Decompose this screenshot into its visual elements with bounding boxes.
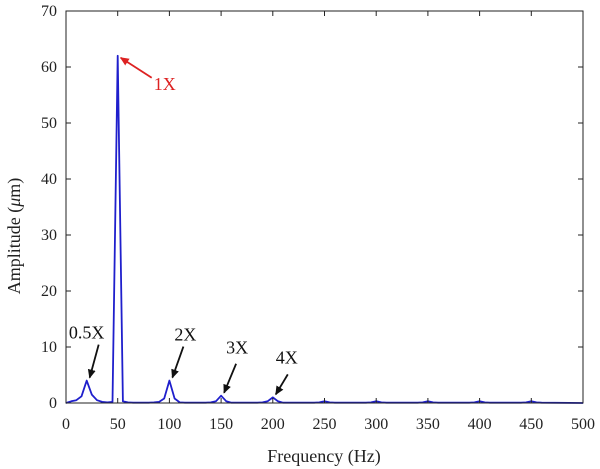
y-axis-title-end: m) — [4, 178, 25, 198]
y-tick-label: 60 — [41, 59, 57, 76]
annotation-label-3x: 3X — [226, 338, 248, 358]
annotation-label-4x: 4X — [276, 347, 298, 367]
annotation-label-2x: 2X — [174, 325, 196, 345]
y-tick-label: 20 — [41, 283, 57, 300]
x-tick-label: 300 — [364, 416, 388, 433]
x-tick-label: 350 — [416, 416, 440, 433]
x-axis-ticks: 0 50 100 150 200 250 300 350 400 450 500 — [62, 11, 595, 433]
series-layer — [65, 54, 584, 404]
y-axis-ticks: 0 10 20 30 40 50 60 70 — [41, 3, 583, 412]
y-tick-label: 50 — [41, 115, 57, 132]
peak-annotations: 1X 0.5X 2X 3X 4X — [69, 57, 298, 396]
x-tick-label: 500 — [571, 416, 595, 433]
y-tick-label: 40 — [41, 171, 57, 188]
x-tick-label: 0 — [62, 416, 70, 433]
series-line-0 — [65, 54, 584, 404]
y-tick-label: 10 — [41, 339, 57, 356]
y-axis-title: Amplitude (μm) — [4, 178, 25, 295]
annotation-arrow-1x — [119, 57, 153, 79]
y-axis-title-unit: μ — [4, 198, 24, 208]
x-tick-label: 50 — [110, 416, 126, 433]
annotation-arrow-0-5x — [87, 344, 100, 379]
annotation-arrow-3x — [223, 363, 237, 394]
annotation-arrow-2x — [171, 346, 185, 379]
y-tick-label: 0 — [49, 395, 57, 412]
x-tick-label: 250 — [313, 416, 337, 433]
y-axis-title-main: Amplitude ( — [4, 207, 25, 295]
x-tick-label: 100 — [157, 416, 181, 433]
x-tick-label: 150 — [209, 416, 233, 433]
annotation-label-0-5x: 0.5X — [69, 323, 105, 343]
annotation-label-1x: 1X — [154, 74, 176, 94]
y-tick-label: 70 — [41, 3, 57, 20]
x-tick-label: 200 — [261, 416, 285, 433]
x-axis-title: Frequency (Hz) — [267, 446, 380, 467]
plot-frame — [65, 10, 584, 404]
y-tick-label: 30 — [41, 227, 57, 244]
x-tick-label: 450 — [519, 416, 543, 433]
x-tick-label: 400 — [468, 416, 492, 433]
annotation-arrow-4x — [275, 373, 289, 396]
